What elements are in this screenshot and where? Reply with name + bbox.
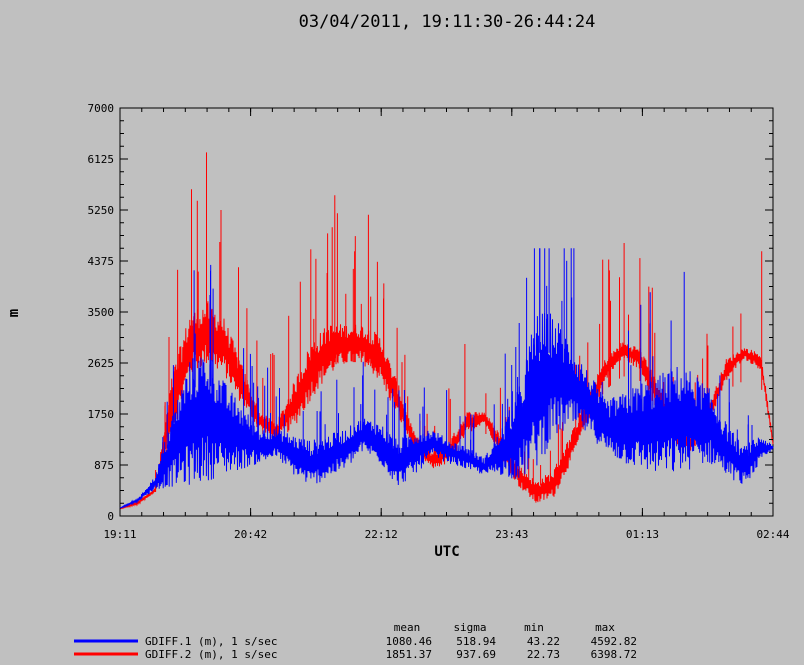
legend-stat-max: 4592.82	[591, 635, 637, 648]
legend-label-2: GDIFF.2 (m), 1 s/sec	[145, 648, 277, 661]
axes-layer: 0 875 1750 2625 3500 4375 5250 6125 7000 19:11 20:…	[88, 102, 790, 541]
y-axis-label: m	[6, 309, 22, 317]
x-tick-label: 01:13	[626, 528, 659, 541]
series-1	[119, 248, 774, 509]
series-layer	[119, 152, 774, 510]
legend-stat-min: 43.22	[527, 635, 560, 648]
y-tick-label: 7000	[88, 102, 115, 115]
series-1-line	[119, 313, 774, 509]
y-tick-label: 5250	[88, 204, 115, 217]
legend-stat-min: 22.73	[527, 648, 560, 661]
stats-header-sigma: sigma	[453, 621, 486, 634]
y-tick-label: 1750	[88, 408, 115, 421]
y-tick-label: 4375	[88, 255, 115, 268]
x-tick-label: 19:11	[103, 528, 136, 541]
x-tick-label: 22:12	[365, 528, 398, 541]
chart-title: 03/04/2011, 19:11:30-26:44:24	[299, 12, 596, 32]
x-tick-label: 23:43	[495, 528, 528, 541]
y-tick-label: 6125	[88, 153, 115, 166]
legend-stat-sigma: 518.94	[456, 635, 496, 648]
y-tick-label: 2625	[88, 357, 115, 370]
x-tick-label: 20:42	[234, 528, 267, 541]
legend-label-1: GDIFF.1 (m), 1 s/sec	[145, 635, 277, 648]
legend-stat-sigma: 937.69	[456, 648, 496, 661]
stats-header-max: max	[595, 621, 615, 634]
y-tick-label: 0	[107, 510, 114, 523]
legend: mean sigma min max GDIFF.1 (m), 1 s/sec 1080.…	[74, 621, 637, 661]
stats-header-min: min	[524, 621, 544, 634]
stats-header-mean: mean	[394, 621, 421, 634]
y-tick-label: 875	[94, 459, 114, 472]
x-tick-label: 02:44	[756, 528, 789, 541]
x-axis-label: UTC	[434, 544, 459, 560]
legend-stat-mean: 1851.37	[386, 648, 432, 661]
legend-stat-mean: 1080.46	[386, 635, 432, 648]
legend-stat-max: 6398.72	[591, 648, 637, 661]
y-tick-label: 3500	[88, 306, 115, 319]
